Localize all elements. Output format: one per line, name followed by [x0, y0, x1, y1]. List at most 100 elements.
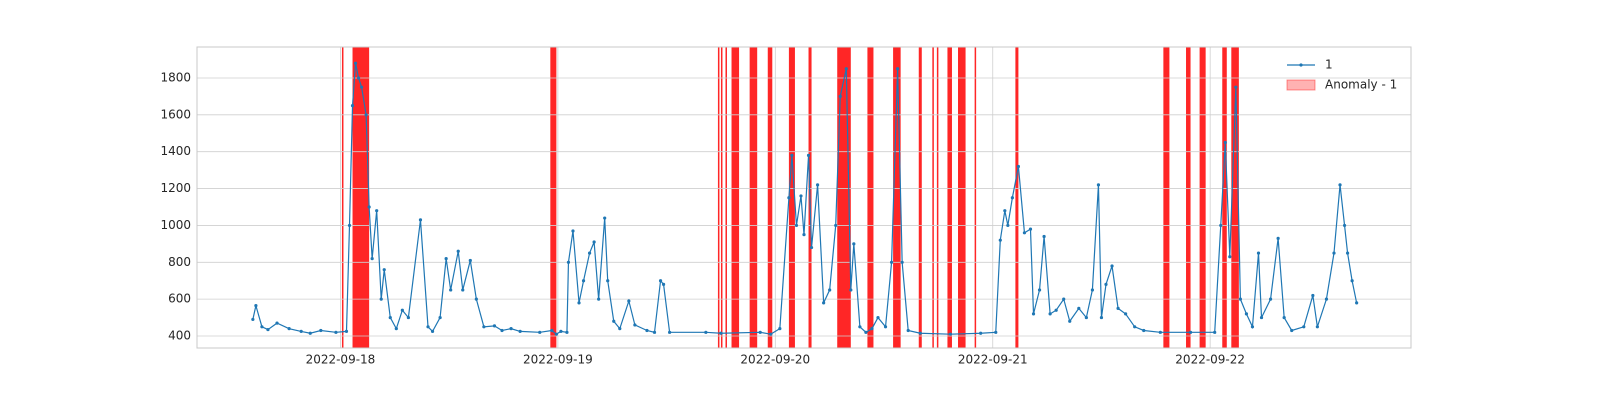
series-point [370, 257, 374, 261]
series-point [658, 279, 663, 283]
series-point [367, 205, 371, 209]
series-point [1142, 328, 1146, 333]
series-point [606, 279, 610, 283]
series-point [858, 325, 862, 329]
anomaly-span [1163, 47, 1170, 348]
legend-patch [1286, 79, 1316, 91]
series-point [1338, 183, 1342, 187]
series-point [849, 288, 853, 292]
series-point [864, 330, 868, 334]
series-point [438, 315, 442, 320]
anomaly-span [936, 47, 939, 348]
series-point [1234, 85, 1238, 89]
series-point [400, 308, 404, 312]
series-point [758, 330, 762, 334]
legend: 1 Anomaly - 1 [1286, 58, 1397, 92]
series-point [1054, 308, 1058, 312]
series-point [388, 315, 392, 320]
series-point [308, 331, 312, 335]
y-tick-label: 800 [168, 255, 191, 269]
anomaly-span [788, 47, 795, 348]
series-point [468, 258, 472, 263]
anomaly-span [749, 47, 758, 348]
series-point [287, 327, 291, 331]
series-point [375, 209, 379, 213]
series-point [769, 332, 773, 336]
grid-layer [197, 47, 1411, 348]
series-point [661, 282, 666, 287]
series-point [876, 315, 880, 320]
series-point [794, 223, 799, 228]
anomaly-span [1222, 47, 1227, 348]
series-point [260, 325, 264, 329]
series-point [347, 223, 352, 228]
series-point [1355, 301, 1359, 305]
series-point [587, 251, 592, 255]
series-point [1116, 306, 1120, 310]
series-point [426, 325, 430, 329]
series-point [1324, 297, 1329, 301]
series-point [828, 288, 832, 292]
series-point [565, 330, 569, 334]
anomaly-span [918, 47, 922, 348]
anomaly-span [1015, 47, 1019, 348]
series-point [418, 218, 423, 222]
series-point [1003, 209, 1007, 213]
series-point [492, 324, 497, 328]
series-point [1096, 183, 1101, 187]
series-point [852, 242, 856, 246]
series-point [1276, 236, 1280, 240]
x-tick-label: 2022-09-18 [306, 353, 376, 367]
y-tick-label: 1000 [160, 218, 191, 232]
series-point [461, 288, 465, 292]
series-point [1228, 255, 1232, 259]
series-point [1282, 315, 1286, 320]
series-point [359, 85, 364, 89]
series-point [1022, 231, 1027, 235]
series-point [1259, 315, 1264, 320]
series-point [627, 299, 631, 303]
series-point [1037, 288, 1042, 292]
series-point [550, 328, 554, 333]
plot-area [197, 47, 1411, 348]
anomaly-span [550, 47, 557, 348]
series-point [1110, 264, 1114, 268]
series-point [1099, 315, 1104, 320]
series-point [500, 328, 504, 333]
series-point [350, 104, 355, 108]
anomaly-span [932, 47, 934, 348]
series-point [1124, 312, 1128, 316]
series-point [1311, 293, 1315, 298]
series-point [994, 330, 998, 334]
series-point [482, 325, 486, 329]
series-point [334, 330, 338, 334]
series-point [406, 315, 410, 320]
series-point [444, 257, 448, 261]
x-tick-label: 2022-09-22 [1175, 353, 1245, 367]
series-point [618, 327, 622, 331]
x-tick-label: 2022-09-20 [740, 353, 810, 367]
series-point [581, 279, 586, 283]
series-point [1077, 306, 1081, 310]
series-point [1213, 330, 1217, 334]
line-layer [251, 61, 1359, 336]
anomaly-span [893, 47, 901, 348]
series-point [896, 67, 900, 71]
series-point [518, 329, 522, 334]
series-point [353, 61, 358, 65]
series-point [1028, 227, 1033, 231]
series-point [1244, 312, 1249, 316]
series-point [979, 331, 983, 335]
series-point [1219, 223, 1223, 228]
series-point [566, 260, 571, 264]
series-point [1188, 330, 1193, 334]
anomaly-span [1186, 47, 1191, 348]
series-point [1048, 312, 1052, 316]
series-point [430, 329, 435, 334]
series-point [571, 229, 575, 233]
series-point [577, 301, 581, 305]
series-point [645, 328, 649, 333]
y-tick-label: 400 [168, 329, 191, 343]
series-point [1062, 297, 1066, 301]
series-point [1158, 330, 1162, 334]
